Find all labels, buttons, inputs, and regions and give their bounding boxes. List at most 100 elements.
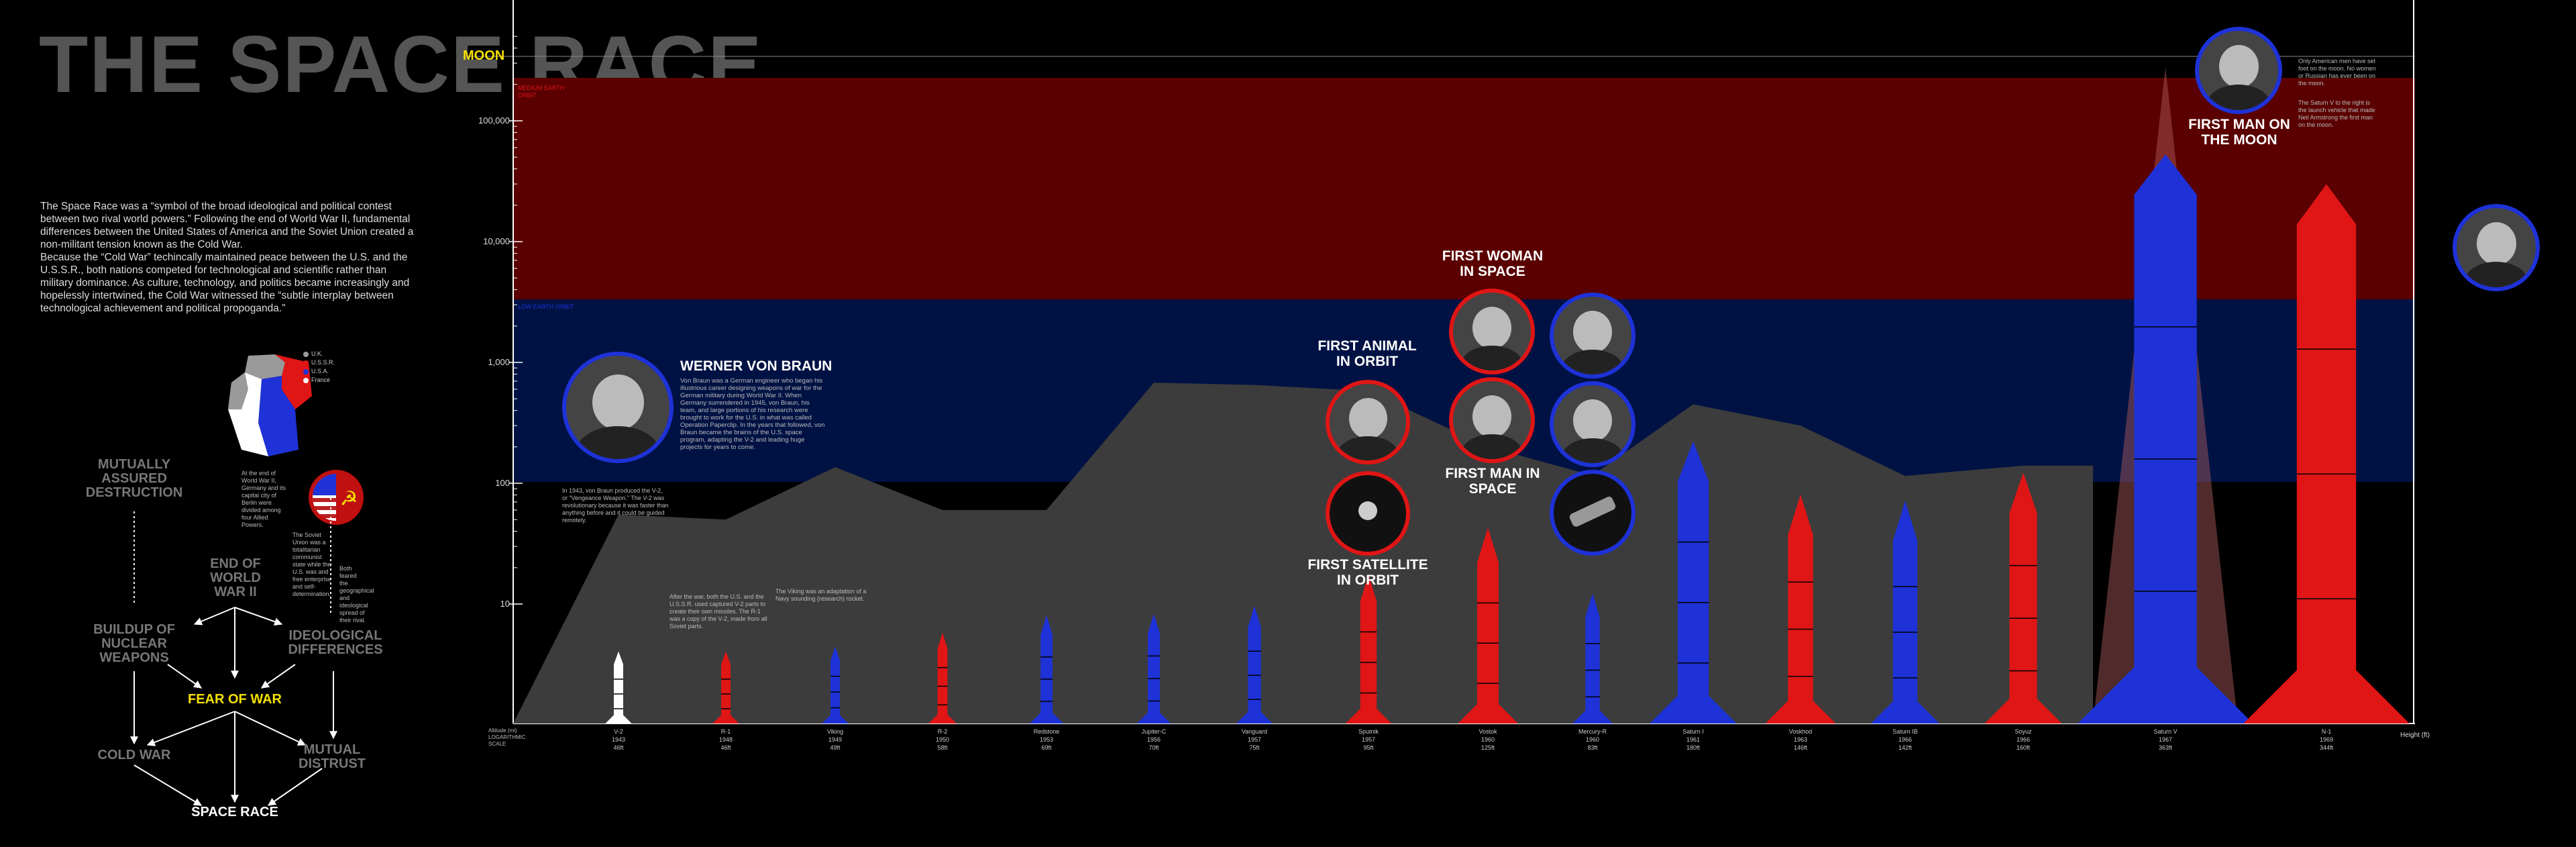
intro-paragraph-2: Because the “Cold War” techincally maint… [40, 252, 410, 314]
rocket-label-name: V-2 [614, 728, 623, 735]
legend-swatch [303, 360, 309, 366]
rocket-label: Soyuz 1966 160ft [1993, 728, 2053, 752]
flow-fear: FEAR OF WAR [188, 692, 282, 707]
astronaut-portrait-right [2453, 204, 2540, 291]
ham-chimp-portrait [1550, 381, 1635, 467]
rocket-saturn-v [2078, 154, 2253, 724]
moon-note: Only American men have set foot on the m… [2298, 58, 2376, 87]
us-ussr-flag-badge: ☭ [309, 470, 364, 525]
usa-zone [258, 376, 299, 456]
von-braun-heading: WERNER VON BRAUN [680, 358, 833, 374]
r1-note: After the war, both the U.S. and the U.S… [669, 593, 767, 630]
moon-label: MOON [463, 48, 505, 63]
legend-label: France [311, 377, 331, 383]
rocket-label: N-1 1969 344ft [2296, 728, 2357, 752]
rocket-label: R-1 1948 46ft [696, 728, 756, 752]
rocket-body [1030, 615, 1063, 724]
rocket-label-year: 1956 [1146, 736, 1161, 743]
germany-division-map [228, 354, 312, 456]
rocket-label-name: Mercury-R [1578, 728, 1607, 735]
rocket-label-height: 46ft [613, 744, 624, 751]
rocket-label-name: Jupiter-C [1141, 728, 1167, 735]
rocket-body [1650, 441, 1737, 724]
rocket-label-name: R-1 [720, 728, 731, 735]
rocket-label-year: 1948 [718, 736, 733, 743]
rocket-label: Saturn V 1967 363ft [2135, 728, 2196, 752]
legend-item: U.S.A. [303, 368, 329, 375]
legend-swatch [303, 351, 309, 357]
band-medium-earth-orbit [513, 78, 2415, 299]
rocket-label-height: 83ft [1587, 744, 1598, 751]
rocket-label: Redstone 1953 69ft [1016, 728, 1077, 752]
legend-item: France [303, 377, 330, 383]
rocket-viking [822, 646, 849, 724]
rocket-label-height: 46ft [720, 744, 731, 751]
flow-mad: MUTUALLY ASSURED DESTRUCTION [85, 457, 183, 500]
uk-zone [245, 354, 285, 379]
rocket-label-height: 69ft [1041, 744, 1052, 751]
flow-space-race: SPACE RACE [191, 805, 278, 819]
y-tick-label: 1,000 [488, 357, 510, 367]
rocket-vanguard [1236, 605, 1273, 724]
tereshkova-portrait [1449, 289, 1535, 375]
rocket-label-year: 1957 [1247, 736, 1262, 743]
rocket-label-name: R-2 [937, 728, 948, 735]
rocket-label-height: 70ft [1148, 744, 1159, 751]
von-braun-portrait [562, 352, 674, 463]
soviet-note: The Soviet Union was a totalitarian comm… [292, 532, 332, 597]
first-satellite-heading: FIRST SATELLITE IN ORBIT [1307, 557, 1428, 588]
rocket-label-name: Soyuz [2015, 728, 2032, 735]
rocket-label: Mercury-R 1960 83ft [1562, 728, 1623, 752]
rocket-label-year: 1949 [828, 736, 843, 743]
rocket-label: Saturn I 1961 180ft [1663, 728, 1723, 752]
rocket-label-name: Saturn I [1682, 728, 1704, 735]
rocket-label-year: 1967 [2158, 736, 2173, 743]
rocket-jupiter-c [1136, 613, 1171, 724]
rocket-body [2243, 184, 2410, 724]
shepard-portrait [1550, 293, 1635, 379]
saturn-note: The Saturn V to the right is the launch … [2298, 99, 2375, 128]
band-label-leo: LOW EARTH ORBIT [518, 303, 574, 310]
gagarin-portrait [1449, 377, 1535, 463]
rocket-label-name: Redstone [1033, 728, 1060, 735]
rocket-redstone [1030, 615, 1063, 724]
rocket-label: Vanguard 1957 75ft [1224, 728, 1285, 752]
flow-ideological: IDEOLOGICAL DIFFERENCES [288, 628, 383, 657]
rocket-body [1870, 501, 1940, 724]
sputnik-image [1326, 471, 1410, 556]
spread-note: Both feared the geographical and ideolog… [339, 565, 374, 624]
rocket-body [1236, 605, 1273, 724]
rocket-label-year: 1943 [611, 736, 626, 743]
germany-note: At the end of World War II, Germany and … [241, 470, 286, 528]
rocket-label-height: 180ft [1686, 744, 1701, 751]
rocket-label-name: Voskhod [1788, 728, 1813, 735]
rocket-label: V-2 1943 46ft [588, 728, 649, 752]
rocket-mercury-r [1572, 593, 1613, 724]
rocket-body [1136, 613, 1171, 724]
rocket-body [1984, 472, 2062, 724]
us-flag-canton [313, 474, 336, 495]
rocket-label: R-2 1950 58ft [912, 728, 973, 752]
y-tick-label: 10 [500, 599, 510, 609]
rocket-label-name: Vanguard [1241, 728, 1268, 735]
rocket-v-2 [605, 651, 632, 724]
rocket-sputnik [1345, 575, 1392, 724]
intro-paragraph-1: The Space Race was a “symbol of the broa… [40, 201, 414, 250]
legend-label: U.S.A. [311, 368, 329, 375]
ussr-zone [275, 354, 312, 409]
rocket-body [1345, 575, 1392, 724]
y-tick-label: 10,000 [483, 236, 510, 246]
explorer-satellite-image [1550, 470, 1635, 556]
v2-note: In 1943, von Braun produced the V-2, or … [562, 487, 669, 524]
laika-portrait [1326, 380, 1410, 464]
rocket-label-year: 1961 [1686, 736, 1701, 743]
intro-text: The Space Race was a “symbol of the broa… [40, 200, 416, 315]
rocket-body [1572, 593, 1613, 724]
rocket-label-height: 75ft [1249, 744, 1260, 751]
flow-distrust: MUTUAL DISTRUST [299, 742, 366, 771]
rocket-label-year: 1953 [1039, 736, 1054, 743]
y-axis-right-label: Height (ft) [2400, 732, 2430, 739]
rocket-saturn-ib [1870, 501, 1940, 724]
y-tick-label: 100 [495, 478, 510, 488]
y-tick-label: 100,000 [478, 115, 510, 126]
